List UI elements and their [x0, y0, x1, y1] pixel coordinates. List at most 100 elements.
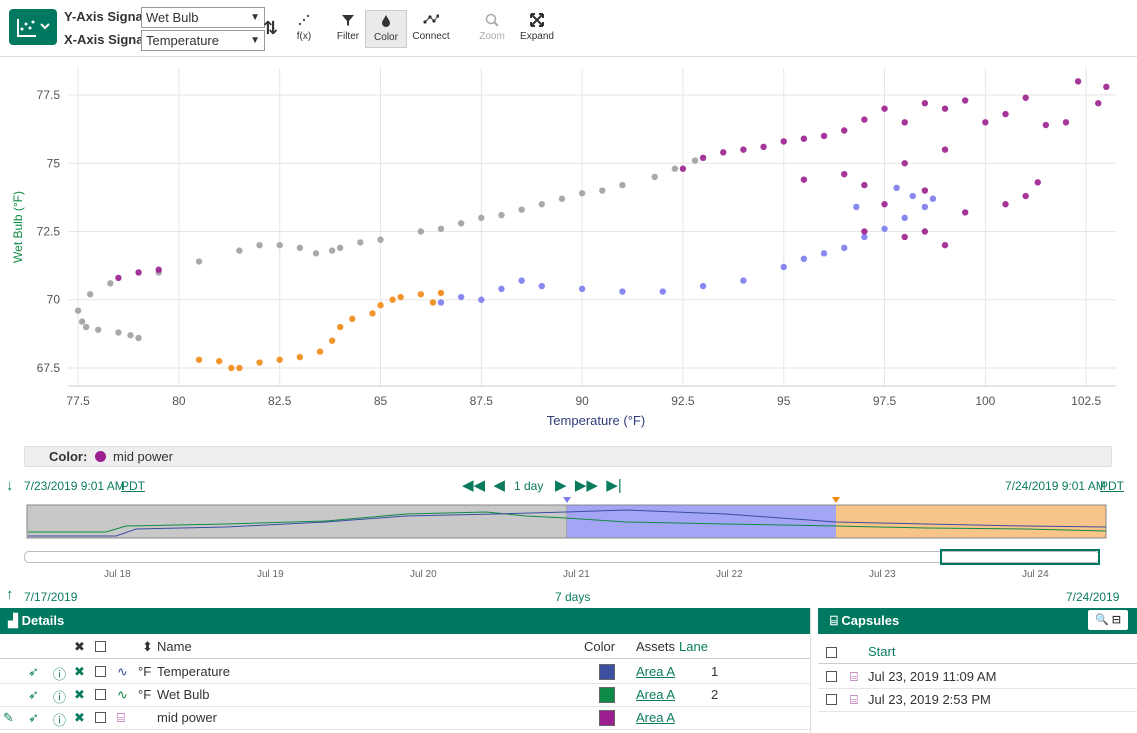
unit: °F [138, 687, 151, 702]
remove-all[interactable]: ✖ [74, 639, 85, 655]
scatter-point [79, 318, 85, 324]
row-checkbox[interactable] [95, 666, 106, 677]
lane: 2 [711, 687, 718, 702]
y-signal-select[interactable]: Wet Bulb [141, 7, 265, 28]
scatter-point [539, 201, 545, 207]
nav-buttons-right[interactable]: ▶ ▶▶ ▶| [555, 476, 622, 494]
zoom-button[interactable]: Zoom [472, 10, 512, 46]
scatter-point [1002, 111, 1008, 117]
capsule-zoom[interactable]: 🔍 ⊟ [1088, 610, 1128, 630]
edit-icon[interactable]: ✎ [3, 710, 14, 726]
range-slider[interactable] [24, 551, 1100, 563]
rocket-icon[interactable]: ➶ [28, 687, 39, 703]
scatter-point [1002, 201, 1008, 207]
scatter-point [389, 297, 395, 303]
asset-link[interactable]: Area A [636, 687, 675, 702]
end-timezone[interactable]: PDT [1100, 479, 1124, 493]
select-all[interactable] [95, 641, 106, 652]
scatter-point [922, 100, 928, 106]
rocket-icon[interactable]: ➶ [28, 664, 39, 680]
info-icon[interactable]: ⓘ [53, 710, 66, 729]
expand-button[interactable]: Expand [517, 10, 557, 46]
y-axis-title: Wet Bulb (°F) [11, 191, 25, 263]
scatter-point [760, 144, 766, 150]
range-length: 7 days [555, 590, 590, 604]
sort-icon[interactable]: ⬍ [142, 639, 153, 655]
scatter-point [297, 354, 303, 360]
button-label: Connect [412, 31, 449, 42]
scatter-point [349, 316, 355, 322]
column-lane[interactable]: Lane [679, 639, 708, 654]
scatter-point [740, 146, 746, 152]
nav-buttons-left[interactable]: ◀◀ ◀ [462, 476, 505, 494]
column-assets[interactable]: Assets [636, 639, 675, 654]
range-selector[interactable] [940, 549, 1100, 565]
start-timezone[interactable]: PDT [121, 479, 145, 493]
scatter-point [861, 234, 867, 240]
scatter-point [700, 283, 706, 289]
select-all[interactable] [826, 647, 837, 658]
info-icon[interactable]: ⓘ [53, 687, 66, 706]
rocket-icon[interactable]: ➶ [28, 710, 39, 726]
button-label: Filter [337, 31, 359, 42]
scatter-point [115, 329, 121, 335]
column-color[interactable]: Color [584, 639, 615, 654]
scatter-point [881, 201, 887, 207]
connect-button[interactable]: Connect [411, 10, 451, 46]
info-icon[interactable]: ⓘ [53, 664, 66, 683]
capsule-start: Jul 23, 2019 11:09 AM [868, 669, 996, 684]
row-checkbox[interactable] [95, 689, 106, 700]
display-start: 7/23/2019 9:01 AM [24, 479, 125, 493]
scatter-point [498, 286, 504, 292]
column-name[interactable]: Name [157, 639, 192, 654]
x-signal-select[interactable]: Temperature [141, 30, 265, 51]
color-button[interactable]: Color [365, 10, 407, 48]
scatter-point [922, 228, 928, 234]
remove-icon[interactable]: ✖ [74, 710, 85, 726]
scatter-point [276, 242, 282, 248]
column-start[interactable]: Start [868, 644, 895, 659]
scatter-point [700, 155, 706, 161]
duration[interactable]: 1 day [514, 479, 543, 493]
scatter-point [881, 226, 887, 232]
scatter-point [861, 228, 867, 234]
scatter-point [922, 187, 928, 193]
remove-icon[interactable]: ✖ [74, 687, 85, 703]
color-swatch[interactable] [599, 687, 615, 703]
x-tick-label: 90 [575, 394, 589, 408]
scatter-point [518, 277, 524, 283]
details-panel: ▟ Details ✖ ⬍ Name Color Assets Lane ➶ⓘ✖… [0, 608, 811, 733]
filter-button[interactable]: Filter [328, 10, 368, 46]
scatter-point [942, 146, 948, 152]
toolbar: Y-Axis Signal: Wet Bulb X-Axis Signal: T… [0, 0, 1137, 57]
row-checkbox[interactable] [826, 694, 837, 705]
scatter-point [377, 302, 383, 308]
asset-link[interactable]: Area A [636, 710, 675, 725]
color-swatch[interactable] [599, 664, 615, 680]
details-row: ➶ⓘ✖∿°FWet BulbArea A2 [0, 683, 810, 707]
scatter-point [478, 297, 484, 303]
scatter-point [337, 245, 343, 251]
chart-type-button[interactable] [9, 9, 57, 45]
scatter-point [458, 220, 464, 226]
swap-button[interactable]: ⇅ [263, 18, 278, 39]
x-tick-label: 97.5 [873, 394, 897, 408]
x-tick-label: 102.5 [1071, 394, 1101, 408]
row-checkbox[interactable] [95, 712, 106, 723]
scatter-point [1095, 100, 1101, 106]
scatter-point [418, 291, 424, 297]
capsules-panel: ⌸ Capsules 🔍 ⊟ Start ⌸Jul 23, 2019 11:09… [818, 608, 1137, 733]
remove-icon[interactable]: ✖ [74, 664, 85, 680]
arrow-up: ↑ [6, 586, 14, 603]
scatter-point [801, 256, 807, 262]
row-checkbox[interactable] [826, 671, 837, 682]
asset-link[interactable]: Area A [636, 664, 675, 679]
y-axis-label: Y-Axis Signal: [64, 9, 151, 24]
scatter-point [801, 135, 807, 141]
scatter-point [329, 337, 335, 343]
color-swatch[interactable] [599, 710, 615, 726]
display-end: 7/24/2019 9:01 AM [1005, 479, 1106, 493]
fx-button[interactable]: f(x) [284, 10, 324, 46]
scatter-point [228, 365, 234, 371]
